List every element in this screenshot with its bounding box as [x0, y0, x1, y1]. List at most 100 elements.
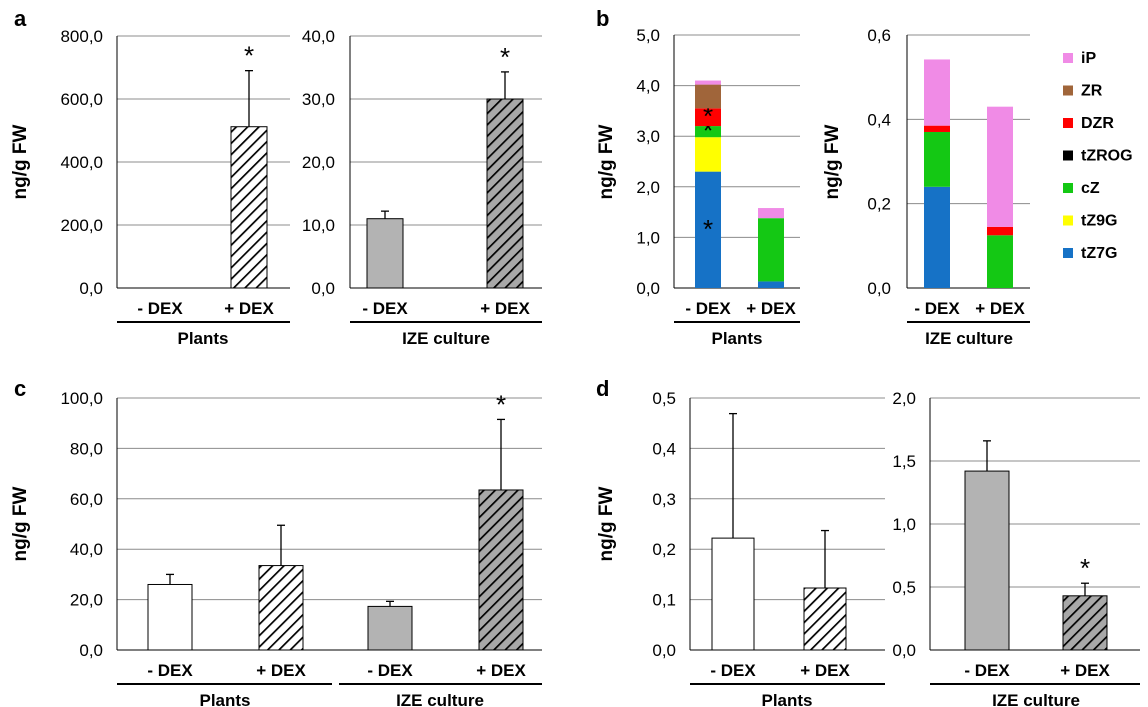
group-label: Plants	[199, 691, 250, 707]
bar	[964, 470, 1010, 651]
stacked-bar-segment	[987, 235, 1013, 288]
legend-label: tZ7G	[1081, 245, 1117, 262]
legend-swatch	[1063, 150, 1073, 161]
y-axis-title-c: ng/g FW	[10, 486, 31, 561]
stacked-bar-segment	[695, 126, 721, 138]
bar	[230, 126, 268, 289]
legend-label: iP	[1081, 50, 1096, 67]
significance-marker: *	[244, 41, 254, 71]
x-tick-label: - DEX	[367, 661, 413, 680]
x-tick-label: + DEX	[800, 661, 850, 680]
legend-swatch	[1063, 215, 1073, 226]
bar	[711, 537, 755, 651]
bar	[258, 565, 304, 651]
x-tick-label: + DEX	[476, 661, 526, 680]
y-tick-label: 800,0	[60, 27, 103, 46]
y-tick-label: 1,5	[892, 452, 916, 471]
legend: iP ZR DZR tZROG cZ tZ9G tZ7G	[1063, 50, 1133, 262]
stacked-bar-segment	[695, 80, 721, 85]
x-tick-label: + DEX	[746, 299, 796, 318]
y-tick-label: 0,2	[652, 540, 676, 559]
y-tick-label: 1,0	[892, 515, 916, 534]
y-tick-label: 2,0	[892, 389, 916, 408]
significance-marker: *	[500, 42, 510, 72]
y-tick-label: 3,0	[636, 127, 660, 146]
y-tick-label: 0,5	[892, 578, 916, 597]
legend-swatch	[1063, 53, 1073, 63]
x-tick-label: - DEX	[685, 299, 731, 318]
bar	[1062, 595, 1108, 651]
significance-marker: *	[703, 214, 713, 244]
x-tick-label: + DEX	[256, 661, 306, 680]
y-tick-label: 0,6	[867, 26, 891, 45]
stacked-bar-segment	[924, 125, 950, 132]
legend-label: tZ9G	[1081, 213, 1117, 230]
stacked-bar-segment	[695, 171, 721, 288]
legend-swatch	[1063, 248, 1073, 258]
y-tick-label: 100,0	[60, 389, 103, 408]
y-tick-label: 600,0	[60, 90, 103, 109]
bar	[366, 218, 404, 289]
y-axis-title-b-ize: ng/g FW	[822, 124, 843, 199]
y-tick-label: 60,0	[70, 490, 103, 509]
x-tick-label: - DEX	[964, 661, 1010, 680]
y-tick-label: 4,0	[636, 77, 660, 96]
y-tick-label: 0,0	[311, 279, 335, 298]
legend-swatch	[1063, 183, 1073, 193]
y-tick-label: 0,4	[867, 110, 891, 129]
y-tick-label: 30,0	[302, 90, 335, 109]
stacked-bar-segment	[987, 226, 1013, 236]
stacked-bar-segment	[924, 131, 950, 187]
group-label: IZE culture	[396, 691, 484, 707]
y-tick-label: 40,0	[302, 27, 335, 46]
stacked-bar-segment	[987, 106, 1013, 227]
x-tick-label: - DEX	[710, 661, 756, 680]
y-tick-label: 0,2	[867, 195, 891, 214]
bar	[803, 587, 847, 651]
stacked-bar-segment	[758, 281, 784, 288]
y-tick-label: 400,0	[60, 153, 103, 172]
group-label: Plants	[761, 691, 812, 707]
stacked-bar-segment	[924, 59, 950, 126]
significance-marker: *	[1080, 553, 1090, 583]
group-label: IZE culture	[402, 329, 490, 348]
bar	[367, 605, 413, 651]
y-tick-label: 0,0	[867, 279, 891, 298]
y-tick-label: 20,0	[302, 153, 335, 172]
bar	[486, 98, 524, 289]
charts-layer: 0,0 200,0 400,0 600,0 800,0 - DEX + DEX Plants *…	[60, 26, 1140, 707]
y-tick-label: 0,0	[79, 641, 103, 660]
legend-swatch	[1063, 118, 1073, 128]
legend-label: cZ	[1081, 180, 1100, 197]
legend-swatch	[1063, 85, 1073, 96]
y-axis-title-d: ng/g FW	[596, 486, 617, 561]
x-tick-label: + DEX	[975, 299, 1025, 318]
group-label: Plants	[711, 329, 762, 348]
stacked-bar-segment	[695, 108, 721, 127]
y-tick-label: 0,0	[636, 279, 660, 298]
legend-label: tZROG	[1081, 148, 1133, 165]
y-tick-label: 20,0	[70, 591, 103, 610]
y-tick-label: 0,3	[652, 490, 676, 509]
y-tick-label: 0,0	[79, 279, 103, 298]
panel-label-b: b	[596, 6, 609, 31]
x-tick-label: - DEX	[137, 299, 183, 318]
group-label: IZE culture	[925, 329, 1013, 348]
x-tick-label: + DEX	[1060, 661, 1110, 680]
y-tick-label: 10,0	[302, 216, 335, 235]
y-tick-label: 0,5	[652, 389, 676, 408]
stacked-bar-segment	[758, 208, 784, 219]
panel-label-a: a	[14, 6, 27, 31]
bar	[478, 489, 524, 651]
panel-label-d: d	[596, 376, 609, 401]
significance-marker: *	[496, 389, 506, 419]
x-tick-label: + DEX	[224, 299, 274, 318]
x-tick-label: - DEX	[362, 299, 408, 318]
y-tick-label: 80,0	[70, 439, 103, 458]
y-tick-label: 2,0	[636, 178, 660, 197]
stacked-bar-segment	[695, 137, 721, 172]
legend-label: DZR	[1081, 115, 1114, 132]
legend-label: ZR	[1081, 83, 1103, 100]
x-tick-label: + DEX	[480, 299, 530, 318]
